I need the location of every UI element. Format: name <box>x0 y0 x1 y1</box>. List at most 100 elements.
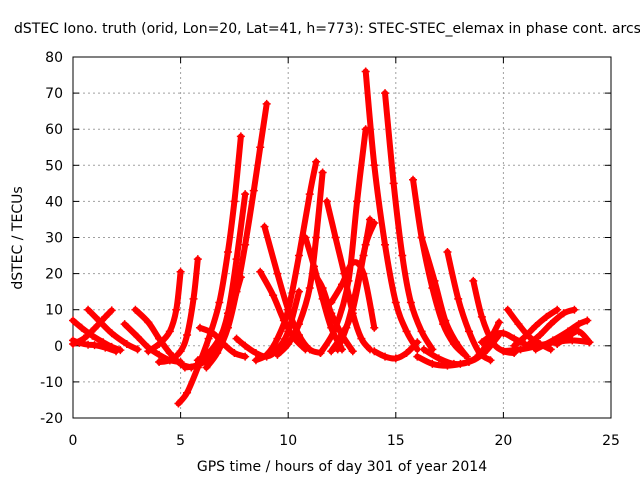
series-36 <box>510 305 562 350</box>
data-point <box>574 327 583 336</box>
data-point <box>391 298 400 307</box>
data-point <box>251 356 260 365</box>
data-point <box>165 327 174 336</box>
series-33 <box>419 330 504 368</box>
series-24 <box>316 125 370 358</box>
data-point <box>348 347 357 356</box>
data-point <box>469 276 478 285</box>
data-point <box>172 305 181 314</box>
data-point <box>107 342 116 351</box>
data-point <box>305 284 314 293</box>
data-point <box>381 352 390 361</box>
data-point <box>107 329 116 338</box>
data-point <box>165 356 174 365</box>
data-point <box>454 294 463 303</box>
data-point <box>176 347 185 356</box>
data-point <box>193 356 202 365</box>
data-point <box>223 247 232 256</box>
data-point <box>359 251 368 260</box>
data-point <box>305 345 314 354</box>
axis-ticks: 0 5 10 15 20 25 -20 -10 0 10 20 30 40 50 60 70 80 <box>40 50 620 449</box>
series-37 <box>525 305 579 348</box>
data-point <box>583 316 592 325</box>
series-40 <box>553 327 594 348</box>
data-point <box>213 349 222 358</box>
data-point <box>331 323 340 332</box>
data-point <box>370 323 379 332</box>
data-point <box>155 339 164 348</box>
x-tick-label: 10 <box>279 433 297 449</box>
data-point <box>402 327 411 336</box>
data-point <box>570 305 579 314</box>
data-point <box>69 316 77 325</box>
series-11-trace <box>203 100 270 371</box>
data-point <box>428 359 437 368</box>
data-point <box>94 316 103 325</box>
data-point <box>327 347 336 356</box>
data-point <box>510 334 519 343</box>
data-point <box>495 318 504 327</box>
series-6 <box>144 267 185 356</box>
data-point <box>520 332 529 341</box>
data-point <box>294 251 303 260</box>
x-tick-label: 15 <box>387 433 405 449</box>
data-point <box>327 309 336 318</box>
data-point <box>223 323 232 332</box>
y-tick-label: 70 <box>45 86 63 102</box>
data-point <box>183 388 192 397</box>
data-point <box>273 350 282 359</box>
data-point <box>480 349 489 358</box>
data-point <box>559 309 568 318</box>
data-point <box>69 339 77 348</box>
data-point <box>99 338 108 347</box>
data-point <box>90 341 99 350</box>
x-tick-label: 0 <box>69 433 78 449</box>
data-series <box>69 67 594 408</box>
y-axis-label: dSTEC / TECUs <box>10 186 26 289</box>
data-point <box>176 359 185 368</box>
data-point <box>262 350 271 359</box>
data-point <box>241 240 250 249</box>
data-point <box>338 280 346 289</box>
data-point <box>531 345 540 354</box>
data-point <box>284 305 293 314</box>
data-point <box>357 334 366 343</box>
data-point <box>312 233 321 242</box>
data-point <box>516 345 525 354</box>
data-point <box>79 334 88 343</box>
data-point <box>499 347 508 356</box>
data-point <box>279 316 288 325</box>
data-point <box>310 269 319 278</box>
chart-title: dSTEC Iono. truth (orid, Lon=20, Lat=41,… <box>14 21 640 37</box>
data-point <box>301 233 310 242</box>
data-point <box>174 399 183 408</box>
data-point <box>219 339 228 348</box>
data-point <box>133 332 142 341</box>
data-point <box>464 358 473 367</box>
data-point <box>90 324 99 333</box>
data-point <box>107 306 116 315</box>
data-point <box>318 284 327 293</box>
data-point <box>389 179 398 188</box>
y-tick-label: -10 <box>40 375 63 391</box>
data-point <box>189 294 198 303</box>
data-point <box>464 327 473 336</box>
data-point <box>381 240 390 249</box>
data-point <box>269 291 278 300</box>
data-point <box>133 345 142 354</box>
data-point <box>331 233 340 242</box>
data-point <box>101 312 110 321</box>
data-point <box>204 334 213 343</box>
data-point <box>262 99 271 108</box>
series-40-trace <box>554 328 593 347</box>
data-point <box>322 197 331 206</box>
data-point <box>193 255 202 264</box>
data-point <box>232 287 241 296</box>
series-17 <box>273 168 327 359</box>
data-point <box>546 345 555 354</box>
data-point <box>503 305 512 314</box>
y-tick-label: 60 <box>45 122 63 138</box>
data-point <box>305 190 314 199</box>
data-point <box>215 298 224 307</box>
x-axis-label: GPS time / hours of day 301 of year 2014 <box>197 459 487 475</box>
